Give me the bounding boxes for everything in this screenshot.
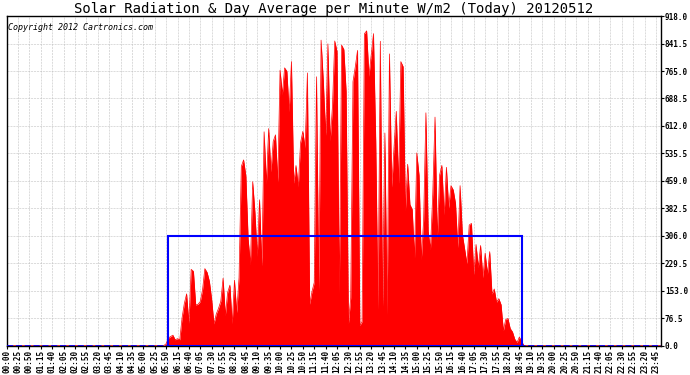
- Bar: [168, 236, 522, 346]
- Title: Solar Radiation & Day Average per Minute W/m2 (Today) 20120512: Solar Radiation & Day Average per Minute…: [74, 2, 593, 16]
- Text: Copyright 2012 Cartronics.com: Copyright 2012 Cartronics.com: [8, 22, 153, 32]
